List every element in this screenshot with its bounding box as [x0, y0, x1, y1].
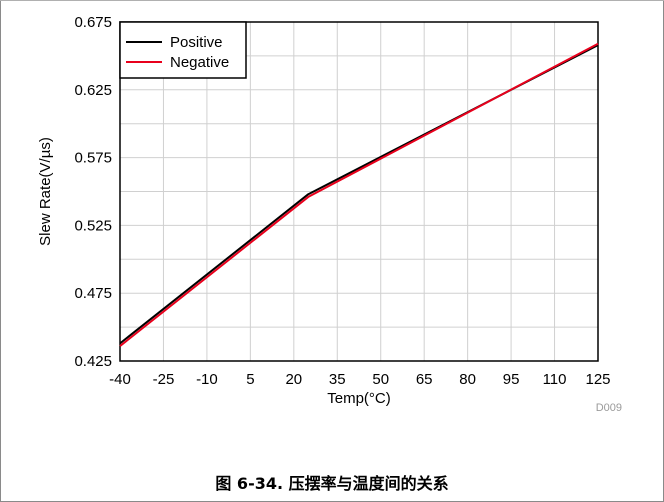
figure-id: D009: [596, 402, 622, 414]
x-tick-label: 110: [543, 371, 567, 388]
x-tick-label: -40: [109, 371, 131, 388]
slew-rate-chart: -40 -25 -10 5 20 35 50 65 80 95 110 125 0.6750.6250…: [37, 14, 622, 414]
x-tick-label: 35: [329, 371, 346, 388]
y-axis-label: Slew Rate(V/µs): [37, 137, 54, 246]
y-tick-label: 0.475: [74, 285, 112, 302]
x-tick-label: 125: [585, 371, 610, 388]
series-layer: [119, 42, 599, 347]
x-tick-label: -10: [196, 371, 218, 388]
x-tick-label: 80: [459, 371, 476, 388]
x-axis-label: Temp(°C): [327, 390, 391, 407]
x-tick-labels: -40 -25 -10 5 20 35 50 65 80 95 110 125: [109, 371, 610, 388]
series-line-negative: [119, 42, 599, 347]
plot-area: [119, 21, 599, 362]
legend: Positive Negative: [119, 21, 247, 79]
figure-caption: 图 6-34. 压摆率与温度间的关系: [215, 474, 449, 493]
x-tick-label: 95: [503, 371, 520, 388]
y-tick-label: 0.425: [74, 353, 112, 370]
legend-label-positive: Positive: [170, 34, 223, 51]
y-tick-label: 0.675: [74, 14, 112, 31]
y-tick-labels: 0.675 0.625 0.575 0.525 0.475 0.425: [74, 14, 112, 370]
y-tick-label: 0.625: [74, 82, 112, 99]
y-tick-label: 0.575: [74, 150, 112, 167]
legend-box: [119, 21, 247, 79]
x-tick-label: 65: [416, 371, 433, 388]
x-tick-label: 5: [246, 371, 254, 388]
legend-label-negative: Negative: [170, 54, 229, 71]
x-tick-label: -25: [153, 371, 175, 388]
y-tick-label: 0.525: [74, 217, 112, 234]
x-tick-label: 20: [285, 371, 302, 388]
x-tick-label: 50: [372, 371, 389, 388]
